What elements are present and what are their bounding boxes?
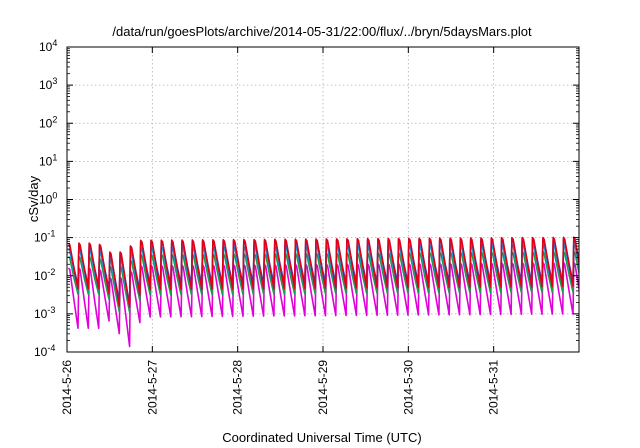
y-axis-label: cSv/day	[26, 175, 41, 222]
series-group	[67, 236, 579, 348]
y-tick-label: 100	[39, 191, 57, 207]
x-tick-label: 2014-5-29	[316, 360, 330, 415]
y-axis: 10-4 10-3 10-2 10-1 100 101 102 103 104	[34, 38, 579, 359]
y-tick-label: 10-1	[34, 229, 55, 245]
chart-title: /data/run/goesPlots/archive/2014-05-31/2…	[112, 24, 532, 39]
y-tick-label: 101	[39, 152, 57, 168]
y-tick-label: 104	[39, 38, 57, 54]
grid-lines	[67, 47, 579, 352]
x-tick-label: 2014-5-30	[401, 360, 415, 415]
y-tick-label: 10-4	[34, 343, 55, 359]
x-tick-label: 2014-5-27	[145, 360, 159, 415]
series-line	[67, 250, 579, 314]
x-tick-label: 2014-5-28	[231, 360, 245, 415]
series-line	[67, 236, 579, 308]
series-line	[67, 261, 579, 348]
y-tick-label: 10-2	[34, 267, 55, 283]
x-axis: 2014-5-26 2014-5-27 2014-5-28 2014-5-29 2014…	[60, 47, 501, 415]
y-tick-label: 10-3	[34, 305, 55, 321]
x-tick-label: 2014-5-26	[60, 360, 74, 415]
x-tick-label: 2014-5-31	[487, 360, 501, 415]
y-tick-label: 102	[39, 114, 57, 130]
y-tick-label: 103	[39, 76, 57, 92]
x-axis-label: Coordinated Universal Time (UTC)	[222, 430, 421, 445]
